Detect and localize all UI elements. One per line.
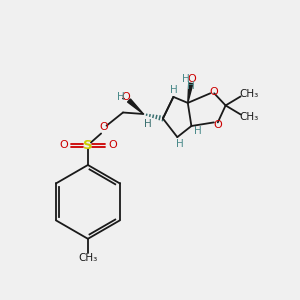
Text: S: S [83, 139, 93, 152]
Text: CH₃: CH₃ [239, 112, 259, 122]
Text: O: O [213, 120, 222, 130]
Text: CH₃: CH₃ [239, 89, 259, 99]
Text: O: O [210, 87, 219, 97]
Text: O: O [187, 74, 196, 84]
Text: O: O [121, 92, 130, 103]
Text: H: H [187, 81, 195, 92]
Polygon shape [188, 83, 193, 103]
Text: CH₃: CH₃ [78, 253, 98, 263]
Text: O: O [100, 122, 109, 133]
Text: H: H [194, 125, 201, 136]
Text: H: H [182, 74, 189, 84]
Text: H: H [170, 85, 178, 95]
Text: H: H [117, 92, 124, 103]
Text: H: H [144, 118, 152, 129]
Text: O: O [59, 140, 68, 151]
Polygon shape [128, 99, 143, 114]
Text: O: O [108, 140, 117, 151]
Text: H: H [176, 139, 184, 149]
